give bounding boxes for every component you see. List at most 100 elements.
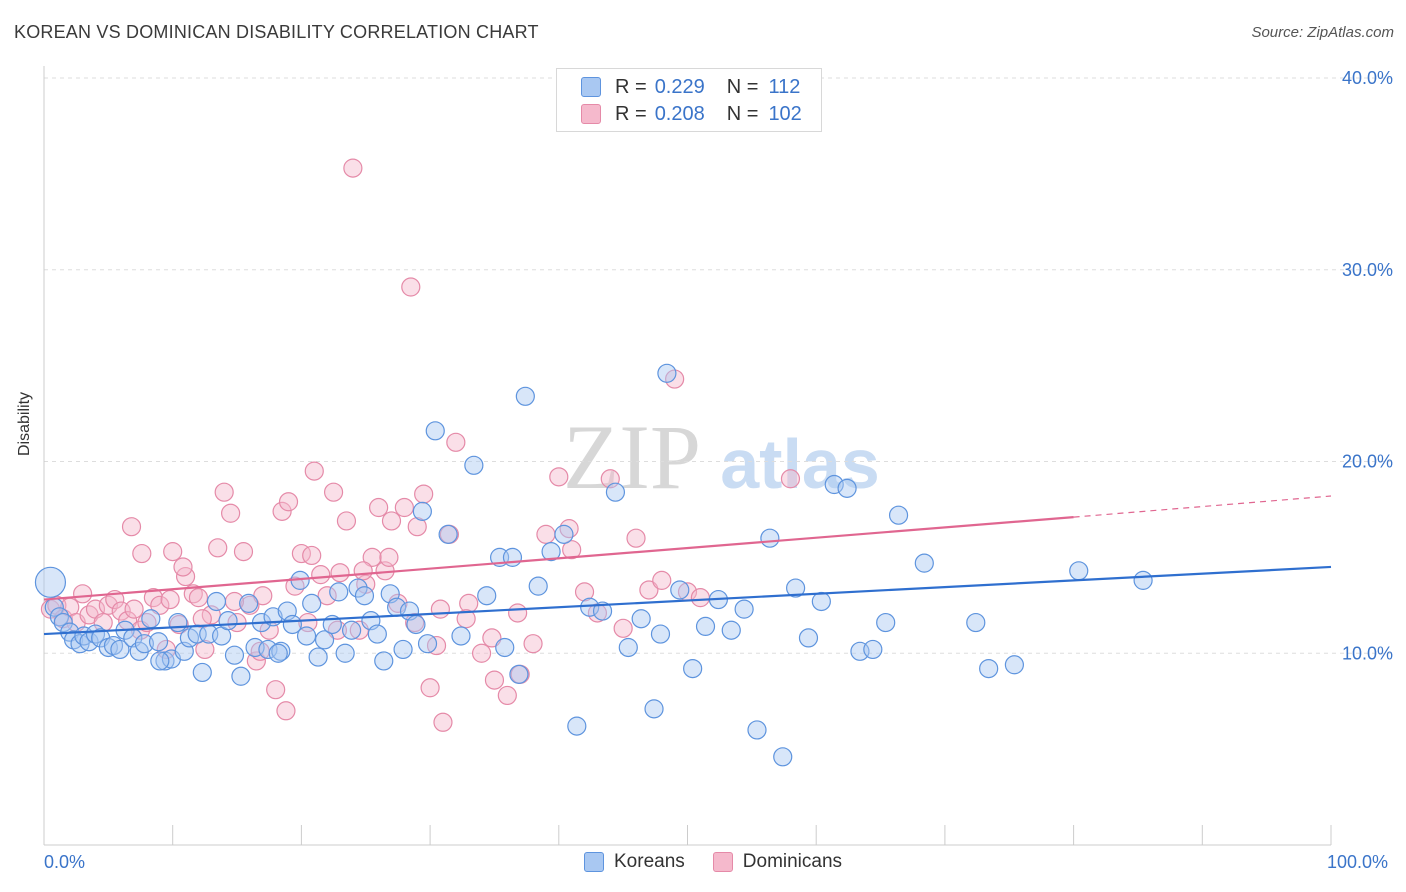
korean-point-47 — [329, 582, 349, 602]
korean-point-61 — [425, 421, 445, 441]
watermark-zip: ZIP — [563, 406, 701, 508]
dominican-point-37 — [278, 492, 299, 512]
koreans-swatch — [581, 77, 601, 97]
koreans-r-value: 0.229 — [654, 75, 705, 98]
dominican-point-76 — [613, 618, 633, 638]
dominican-point-44 — [323, 482, 344, 502]
korean-point-86 — [747, 720, 767, 740]
korean-point-87 — [760, 528, 780, 548]
korean-point-3 — [53, 612, 73, 633]
grid — [44, 77, 1394, 654]
korean-point-65 — [477, 586, 497, 606]
korean-point-91 — [811, 591, 831, 612]
korean-point-92 — [824, 474, 844, 495]
dominican-point-84 — [121, 517, 142, 537]
korean-point-72 — [567, 716, 587, 736]
korean-point-67 — [502, 547, 523, 567]
korean-point-79 — [657, 363, 677, 383]
dominican-point-95 — [379, 547, 399, 567]
dominican-point-30 — [233, 542, 254, 562]
korean-point-88 — [773, 747, 793, 767]
dominican-point-35 — [266, 680, 286, 700]
korean-point-48 — [335, 643, 355, 663]
korean-point-18 — [141, 609, 161, 629]
korean-point-69 — [528, 576, 548, 596]
korean-point-60 — [412, 501, 432, 521]
dominican-point-36 — [272, 501, 292, 521]
korean-point-105 — [150, 651, 170, 671]
korean-point-73 — [580, 597, 600, 617]
dominican-point-24 — [195, 639, 215, 660]
korean-point-49 — [341, 620, 362, 640]
trend-lines — [43, 495, 1332, 636]
korean-point-95 — [863, 639, 883, 660]
chart-title: KOREAN VS DOMINICAN DISABILITY CORRELATI… — [14, 22, 539, 42]
dominican-point-98 — [456, 609, 476, 629]
dominican-point-53 — [381, 511, 402, 531]
korean-point-26 — [192, 662, 212, 683]
y-tick-label-0: 10.0% — [1342, 643, 1393, 663]
korean-point-107 — [417, 634, 438, 654]
korean-point-93 — [837, 478, 857, 498]
dominican-point-85 — [132, 543, 152, 564]
dominicans-swatch — [581, 104, 601, 124]
korean-point-97 — [888, 505, 909, 525]
x-tick-label-max: 100.0% — [1327, 852, 1389, 872]
korean-point-74 — [592, 601, 613, 621]
korean-point-68 — [515, 386, 535, 406]
korean-point-108 — [495, 637, 515, 658]
dominican-point-94 — [353, 561, 373, 581]
korean-point-17 — [134, 634, 154, 654]
dominican-point-78 — [639, 580, 659, 600]
koreans-trend-line — [43, 565, 1332, 636]
korean-point-102 — [1069, 561, 1089, 581]
korean-point-30 — [218, 611, 238, 631]
dominican-point-58 — [414, 484, 434, 504]
dominican-point-16 — [143, 588, 163, 608]
bottom-legend-dominicans: Dominicans — [712, 851, 842, 873]
dominican-point-46 — [336, 511, 357, 531]
dominican-point-71 — [549, 467, 569, 487]
korean-point-99 — [966, 612, 986, 633]
dominican-point-70 — [536, 524, 556, 544]
korean-point-89 — [786, 578, 806, 598]
korean-point-54 — [374, 651, 394, 671]
koreans-n-value: 112 — [768, 75, 801, 98]
dominicans-r-value: 0.208 — [654, 102, 705, 125]
dominican-point-99 — [482, 628, 502, 648]
bottom-legend-koreans: Koreans — [584, 851, 685, 873]
korean-point-57 — [393, 639, 413, 660]
korean-point-33 — [239, 593, 259, 613]
bottom-koreans-swatch — [584, 852, 604, 872]
koreans-points — [34, 363, 1153, 767]
dominicans-n-value: 102 — [768, 102, 802, 125]
dominican-point-43 — [317, 586, 337, 606]
korean-point-51 — [354, 586, 375, 606]
dominican-point-45 — [330, 563, 350, 583]
korean-point-80 — [670, 580, 690, 600]
chart-source: Source: ZipAtlas.com — [1251, 24, 1394, 41]
dominican-point-91 — [276, 701, 296, 721]
dominican-point-23 — [188, 588, 209, 608]
dominican-point-69 — [523, 634, 543, 654]
korean-point-103 — [1133, 570, 1153, 590]
dominican-point-57 — [407, 517, 427, 537]
dominican-point-79 — [652, 570, 672, 590]
dominican-point-55 — [394, 497, 414, 518]
korean-point-31 — [224, 645, 245, 665]
dominicans-trend-extension — [1073, 495, 1332, 518]
dominican-point-5 — [73, 584, 93, 604]
korean-point-53 — [367, 624, 387, 644]
dominican-point-61 — [433, 712, 453, 732]
korean-point-70 — [541, 542, 561, 562]
korean-point-63 — [451, 626, 471, 646]
dominican-point-15 — [137, 612, 157, 633]
y-tick-labels: 10.0% 20.0% 30.0% 40.0% — [1342, 68, 1393, 663]
koreans-n-label: N = — [726, 75, 759, 98]
bottom-legend: Koreans Dominicans — [584, 851, 870, 873]
dominican-point-92 — [302, 545, 322, 566]
dominican-point-73 — [574, 582, 595, 602]
dominican-point-86 — [160, 589, 180, 610]
dominican-point-97 — [430, 599, 450, 619]
korean-point-90 — [798, 628, 819, 648]
